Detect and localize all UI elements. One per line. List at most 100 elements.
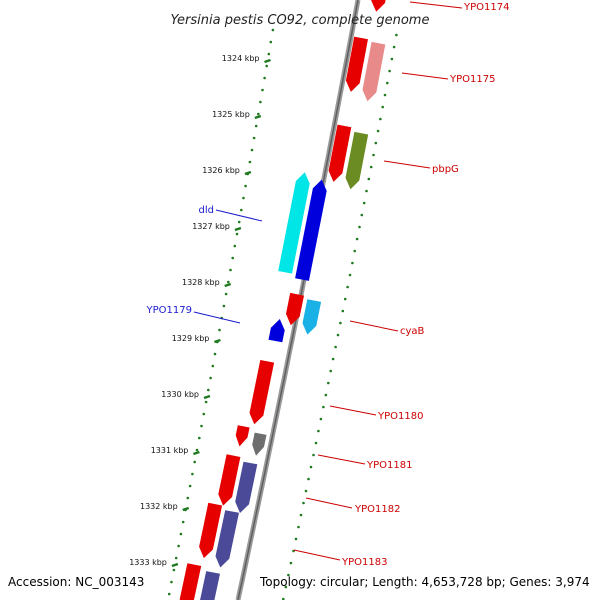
tick-dot-outer [284,585,288,589]
position-label: 1326 kbp [202,166,240,175]
tick-dot-outer [376,129,380,133]
tick-dot-outer [395,33,398,37]
tick-dot-inner [227,280,230,284]
leader-line [317,454,366,465]
gene-ypo1183-b [215,510,239,568]
tick-dot-inner [177,544,180,548]
tick-dot-outer [287,573,290,577]
tick-dot-outer [319,417,323,421]
tick-dot-inner [235,232,239,236]
gene-label-pbpg: pbpG [432,164,459,175]
major-tick [264,58,271,64]
gene-tail-b [199,571,220,605]
tick-dot-outer [367,177,371,181]
position-label: 1331 kbp [151,446,189,455]
gene-label-cyab: cyaB [400,326,425,337]
tick-dot-inner [233,244,237,248]
gene-ypo1183-a [199,502,223,559]
gene-label-ypo1180: YPO1180 [377,411,423,422]
tick-dot-inner [218,328,221,332]
tick-dot-outer [327,381,330,385]
label-leader-lines [193,1,463,561]
gene-dld-a [278,172,310,274]
tick-dot-inner [167,592,171,596]
gene-ypo1181-a [235,425,250,447]
tick-dot-outer [312,453,315,457]
major-tick [254,114,262,120]
tick-dot-inner [271,28,275,32]
tick-dot-outer [351,261,354,265]
tick-dot-inner [237,220,241,224]
gene-label-ypo1179: YPO1179 [146,305,192,316]
gene-label-dld: dld [199,205,214,216]
major-tick [214,338,221,344]
tick-dot-inner [202,412,206,416]
map-title: Yersinia pestis CO92, complete genome [171,13,430,28]
tick-dot-outer [294,537,298,541]
gene-cyab-a [286,292,304,326]
leader-line [305,497,353,509]
tick-dot-outer [343,297,347,301]
leader-line [409,1,463,9]
tick-dot-inner [240,208,243,212]
tick-dot-outer [369,165,373,169]
tick-dot-outer [353,249,357,253]
tick-dot-outer [381,105,385,109]
tick-dot-inner [267,52,271,56]
position-label: 1324 kbp [222,54,260,63]
position-label: 1329 kbp [172,334,210,343]
tick-dot-inner [269,40,273,44]
tick-dot-outer [383,93,387,97]
gene-cyab-b [302,299,322,335]
position-labels: 1324 kbp 1325 kbp 1326 kbp 1327 kbp 1328 kbp… [129,54,271,568]
tick-dot-outer [304,489,308,493]
gene-ypo1179 [268,319,285,343]
tick-dot-inner [224,292,228,296]
tick-dot-inner [198,436,201,440]
major-tick [224,282,232,288]
outer-tick-ring [282,33,398,601]
tick-dot-inner [193,460,196,464]
position-label: 1328 kbp [182,278,220,287]
tick-dot-inner [257,112,260,116]
tick-dot-inner [263,76,266,80]
tick-dot-inner [172,568,176,572]
tick-dot-inner [242,196,245,200]
accession-text: Accession: NC_003143 [8,575,144,589]
tick-dot-inner [209,376,212,380]
major-tick [182,506,190,512]
gene-ypo1182-b [235,461,258,513]
tick-dot-inner [188,484,192,488]
leader-line [349,320,399,332]
gene-ypo1175-a [345,36,368,92]
tick-dot-outer [329,369,333,373]
tick-dot-outer [390,57,394,61]
tick-dot-outer [324,393,328,397]
tick-dot-outer [392,45,396,49]
tick-dot-outer [339,321,342,325]
tick-dot-inner [211,364,215,368]
inner-tick-ring [167,28,275,596]
position-label: 1333 kbp [129,558,167,567]
tick-dot-outer [388,69,391,73]
tick-dot-inner [222,304,226,308]
tick-dot-outer [302,501,305,505]
tick-dot-outer [299,513,303,517]
gene-pbpg-b [345,131,369,190]
tick-dot-inner [170,580,173,584]
tick-dot-inner [213,352,217,356]
position-label: 1325 kbp [212,110,250,119]
tick-dot-outer [314,441,318,445]
gene-labels: YPO1174 YPO1175 pbpG dld YPO1179 cyaB YPO1180 Y… [146,2,510,568]
tick-dot-outer [346,285,349,289]
tick-dot-outer [336,333,340,337]
gene-features [179,0,386,605]
topology-text: Topology: circular; Length: 4,653,728 bp… [259,575,590,589]
tick-dot-outer [348,273,352,277]
tick-dot-inner [191,472,194,476]
tick-dot-inner [181,520,185,524]
tick-dot-inner [244,184,247,188]
position-label: 1330 kbp [161,390,199,399]
tick-dot-outer [317,429,320,433]
